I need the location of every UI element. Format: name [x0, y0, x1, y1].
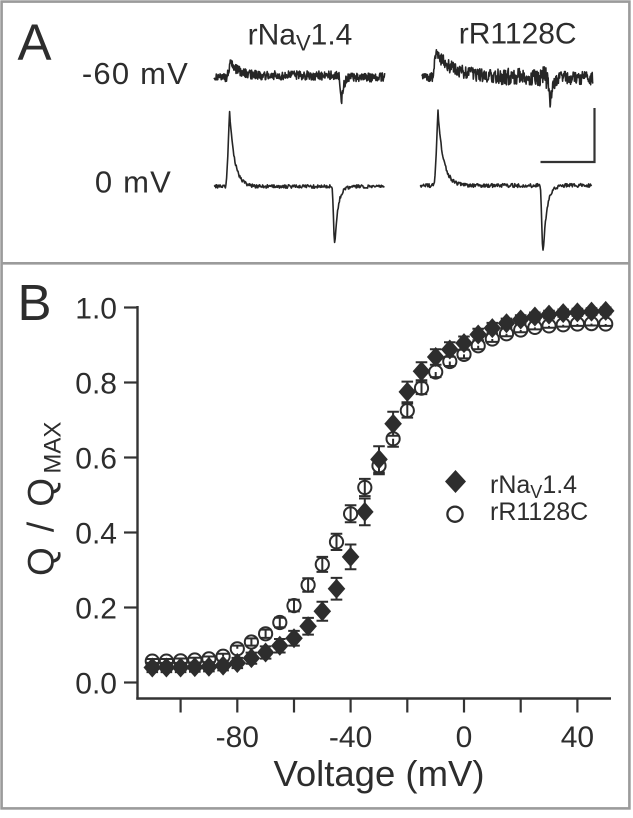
svg-text:0.8: 0.8	[75, 367, 117, 400]
svg-text:0.6: 0.6	[75, 442, 117, 475]
svg-text:rNaV1.4: rNaV1.4	[248, 19, 353, 56]
svg-text:rR1128C: rR1128C	[459, 18, 577, 51]
svg-text:-60 mV: -60 mV	[82, 56, 189, 91]
svg-text:0: 0	[456, 721, 473, 754]
svg-text:-80: -80	[216, 721, 259, 754]
svg-text:Voltage (mV): Voltage (mV)	[274, 753, 485, 794]
svg-text:rR1128C: rR1128C	[490, 498, 588, 526]
svg-text:0.0: 0.0	[75, 667, 117, 700]
svg-text:A: A	[18, 14, 52, 71]
svg-text:0 mV: 0 mV	[95, 165, 172, 200]
svg-text:B: B	[18, 274, 52, 331]
svg-text:1.0: 1.0	[75, 292, 117, 325]
svg-text:Q / QMAX: Q / QMAX	[21, 422, 67, 576]
svg-text:0.2: 0.2	[75, 592, 117, 625]
svg-text:0.4: 0.4	[75, 517, 117, 550]
svg-text:40: 40	[561, 721, 594, 754]
svg-text:-40: -40	[329, 721, 372, 754]
